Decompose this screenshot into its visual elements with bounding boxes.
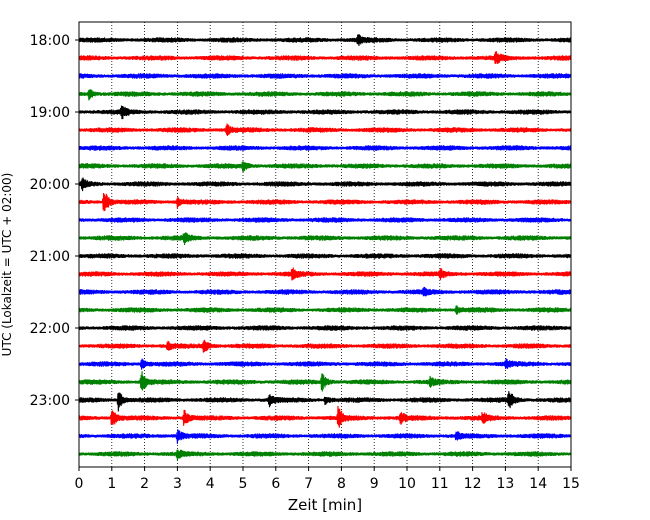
trace-2245 [78,371,572,392]
x-tick-label: 7 [304,476,313,492]
x-tick-label: 9 [370,476,379,492]
trace-1830 [78,73,572,79]
trace-2130 [78,286,572,297]
x-tick-label: 3 [173,476,182,492]
y-tick-label: 23:00 [30,393,70,409]
trace-2345 [78,449,572,461]
x-tick-label: 14 [529,476,547,492]
y-tick-label: 22:00 [30,321,70,337]
trace-2115 [78,267,572,281]
x-tick-label: 0 [75,476,84,492]
x-tick-label: 15 [562,476,580,492]
trace-2100 [78,253,572,259]
x-tick-label: 4 [206,476,215,492]
trace-1945 [78,161,572,172]
x-axis-label: Zeit [min] [288,496,362,514]
x-tick-label: 10 [398,476,416,492]
trace-1915 [78,123,572,137]
x-axis-ticks: 0 1 2 3 4 5 6 7 8 9 10 11 12 13 14 15 [75,467,580,492]
y-axis-label: UTC (Lokalzeit = UTC + 02:00) [0,173,14,357]
trace-2230 [78,358,572,370]
trace-1900 [78,105,572,120]
trace-2200 [78,325,572,331]
x-tick-label: 12 [464,476,482,492]
x-tick-label: 13 [496,476,514,492]
x-tick-label: 1 [107,476,116,492]
trace-2000 [78,177,572,192]
x-tick-label: 2 [140,476,149,492]
trace-1815 [78,51,572,64]
trace-2015 [78,193,572,212]
x-tick-label: 6 [271,476,280,492]
y-tick-label: 19:00 [30,105,70,121]
seismic-traces [78,34,572,461]
y-tick-label: 20:00 [30,177,70,193]
x-tick-label: 8 [337,476,346,492]
x-tick-label: 5 [239,476,248,492]
y-tick-label: 18:00 [30,33,70,49]
trace-2030 [78,217,572,223]
vertical-gridlines [111,22,539,467]
trace-2300 [78,391,572,412]
trace-1930 [78,145,572,151]
trace-2215 [78,339,572,353]
x-tick-label: 11 [431,476,449,492]
trace-2045 [78,232,572,245]
trace-2145 [78,305,572,315]
plot-frame [78,21,572,468]
trace-1845 [78,89,572,101]
trace-2330 [78,429,572,444]
trace-1800 [78,34,572,46]
y-axis-ticks: 18:00 19:00 20:00 21:00 22:00 23:00 [30,33,79,409]
trace-2315 [78,406,572,428]
y-tick-label: 21:00 [30,249,70,265]
